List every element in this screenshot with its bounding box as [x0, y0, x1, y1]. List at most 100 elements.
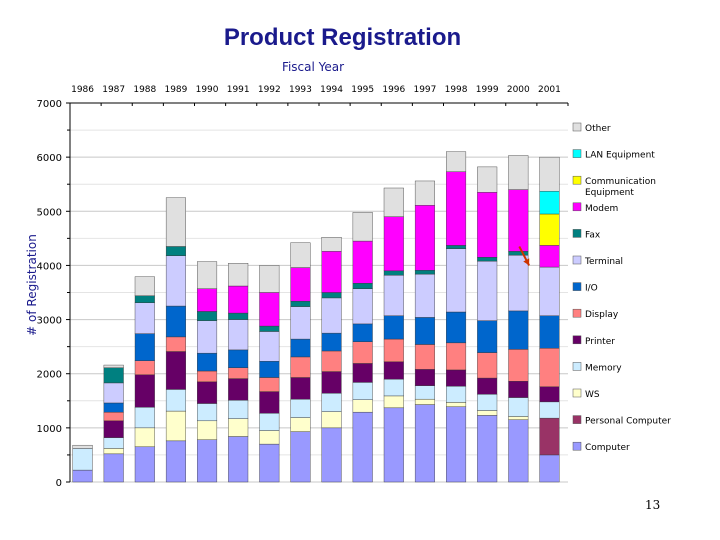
bar-segment [134, 276, 155, 296]
bar-segment [103, 420, 124, 438]
bar-segment [352, 240, 373, 284]
bar-segment [321, 411, 342, 429]
bar-segment [228, 263, 249, 287]
legend-swatch [572, 229, 582, 238]
bar-segment [383, 315, 404, 340]
bar-segment [414, 270, 435, 275]
bar-segment [165, 305, 186, 338]
bar-segment [197, 288, 218, 312]
bar-segment [383, 378, 404, 397]
legend-swatch [572, 441, 582, 451]
bar-segment [352, 399, 373, 413]
legend-label: WS [585, 390, 600, 400]
bar-segment [446, 402, 467, 407]
bar-segment [446, 311, 467, 344]
bar-segment [197, 352, 218, 372]
legend-swatch [572, 122, 582, 132]
bar-segment [165, 255, 186, 307]
x-tick-label: 1986 [71, 85, 94, 95]
legend-swatch [572, 202, 582, 212]
bar-segment [259, 331, 280, 362]
bar-segment [197, 311, 218, 321]
x-tick-label: 1994 [320, 85, 343, 95]
bar-segment [197, 381, 218, 404]
bar-segment [290, 242, 311, 268]
bar-segment [446, 171, 467, 246]
bar-segment [228, 285, 249, 314]
y-tick-label: 0 [56, 478, 62, 489]
x-tick-label: 1992 [258, 85, 281, 95]
bar-segment [259, 430, 280, 445]
bar-segment [165, 351, 186, 390]
bar-segment [290, 267, 311, 302]
bar-segment [165, 389, 186, 412]
bar-segment [539, 213, 560, 246]
bar-segment [539, 191, 560, 215]
bar-segment [259, 413, 280, 431]
x-tick-label: 1993 [289, 85, 312, 95]
bar-segment [383, 274, 404, 316]
bar-segment [165, 246, 186, 256]
bar-segment [414, 180, 435, 206]
legend-label: Modem [585, 204, 618, 214]
bar-segment [477, 377, 498, 395]
legend-swatch [572, 362, 582, 371]
x-tick-label: 1995 [351, 85, 374, 95]
bar-segment [290, 356, 311, 378]
y-tick-label: 4000 [37, 261, 62, 272]
bar-segment [165, 197, 186, 247]
annotation-arrowhead [523, 258, 530, 266]
bar-segment [539, 401, 560, 419]
legend-label: Terminal [584, 257, 623, 267]
axes: 0 1000 2000 3000 4000 5000 6000 7000 1986 1987 198… [37, 85, 569, 489]
bars [72, 151, 560, 483]
bar-segment [259, 292, 280, 327]
bar-segment [477, 394, 498, 411]
bar-segment [383, 361, 404, 380]
legend: Other LAN Equipment Communication Equipment… [572, 122, 671, 453]
bar-segment [508, 310, 529, 350]
bar-segment [197, 370, 218, 383]
bar-segment [383, 338, 404, 363]
legend-swatch [572, 149, 582, 158]
bar-segment [290, 338, 311, 358]
bar-segment [539, 454, 560, 483]
bar-segment [352, 411, 373, 483]
legend-label: Other [585, 124, 611, 134]
bar-segment [134, 446, 155, 483]
bar-segment [103, 448, 124, 455]
bar-segment [321, 297, 342, 334]
bar-segment [539, 348, 560, 387]
legend-swatch [572, 415, 582, 424]
bar-segment [352, 212, 373, 242]
legend-swatch [572, 308, 582, 318]
bar-segment [103, 364, 124, 368]
bar-segment [414, 344, 435, 370]
bar-segment [477, 260, 498, 321]
bar-segment [508, 251, 529, 256]
bar-segment [134, 374, 155, 408]
bar-segment [414, 317, 435, 345]
bar-segment [228, 418, 249, 437]
bar-segment [197, 261, 218, 289]
y-tick-label: 7000 [37, 99, 62, 110]
bar-segment [103, 367, 124, 384]
bar-segment [446, 342, 467, 371]
bar-segment [539, 245, 560, 268]
bar-segment [103, 437, 124, 449]
bar-segment [508, 381, 529, 398]
bar-segment [290, 300, 311, 307]
x-tick-label: 1991 [227, 85, 250, 95]
bar-segment [508, 254, 529, 312]
legend-label: Memory [585, 363, 622, 373]
bar-segment [259, 265, 280, 293]
bar-segment [228, 367, 249, 379]
bar-segment [134, 407, 155, 429]
bar-segment [383, 270, 404, 276]
bar-segment [446, 369, 467, 387]
x-tick-label: 1989 [164, 85, 187, 95]
bar-segment [414, 404, 435, 483]
bar-segment [414, 369, 435, 386]
y-axis-label: # of Registration [25, 234, 39, 336]
legend-swatch [572, 282, 582, 291]
